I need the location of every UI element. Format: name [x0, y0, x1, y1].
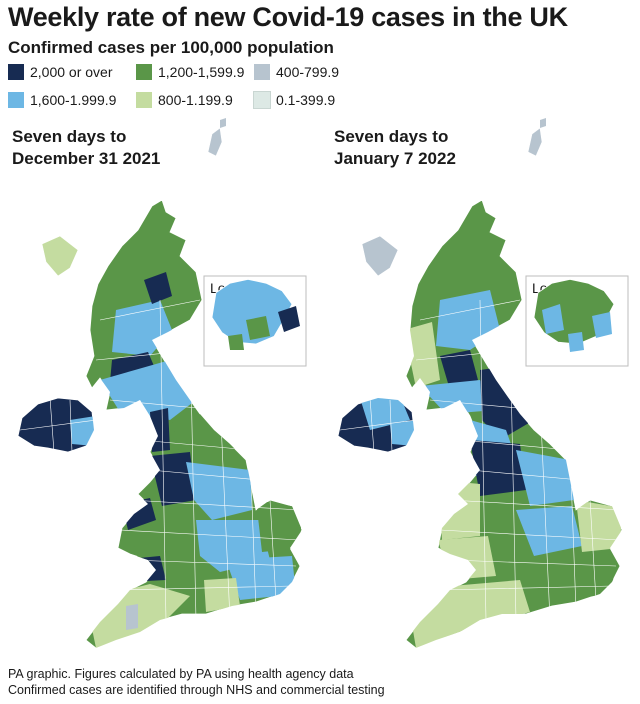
left-map-title: Seven days to December 31 2021 — [12, 126, 160, 170]
legend-swatch — [136, 92, 152, 108]
legend-label: 400-799.9 — [276, 64, 340, 80]
footer-line2: Confirmed cases are identified through N… — [8, 683, 385, 697]
footer-line1: PA graphic. Figures calculated by PA usi… — [8, 667, 354, 681]
legend-item: 800-1.199.9 — [136, 92, 233, 108]
jan-boundaries — [415, 299, 621, 621]
legend-item: 0.1-399.9 — [253, 91, 336, 109]
footer: PA graphic. Figures calculated by PA usi… — [8, 666, 385, 698]
map-jan-7-2022: London — [337, 118, 629, 649]
right-map-title-line2: January 7 2022 — [334, 149, 456, 168]
legend-swatch — [253, 91, 271, 109]
legend-label: 1,200-1,599.9 — [158, 64, 245, 80]
map-subtitle: Confirmed cases per 100,000 population — [8, 38, 334, 57]
legend-label: 1,600-1.999.9 — [30, 92, 117, 108]
page-title: Weekly rate of new Covid-19 cases in the… — [8, 2, 568, 32]
dec-ni-regions — [19, 398, 94, 452]
legend-item: 1,600-1.999.9 — [8, 92, 116, 108]
legend-label: 2,000 or over — [30, 64, 113, 80]
legend-swatch — [254, 64, 270, 80]
legend-swatch — [8, 92, 24, 108]
legend-label: 0.1-399.9 — [276, 92, 336, 108]
legend-swatch — [8, 64, 24, 80]
map-dec-31-2021: London — [17, 118, 307, 649]
jan-ni-regions — [339, 398, 414, 452]
dec-regions — [86, 272, 302, 648]
dec-boundaries — [95, 299, 301, 621]
legend-item: 400-799.9 — [254, 64, 339, 80]
right-map-title-line1: Seven days to — [334, 127, 449, 146]
legend-item: 2,000 or over — [8, 64, 113, 80]
legend-item: 1,200-1,599.9 — [136, 64, 244, 80]
legend: 2,000 or over 1,200-1,599.9 400-799.9 1,… — [8, 64, 388, 112]
right-map-title: Seven days to January 7 2022 — [334, 126, 456, 170]
legend-swatch — [136, 64, 152, 80]
left-map-title-line1: Seven days to — [12, 127, 127, 146]
legend-label: 800-1.199.9 — [158, 92, 233, 108]
left-map-title-line2: December 31 2021 — [12, 149, 161, 168]
